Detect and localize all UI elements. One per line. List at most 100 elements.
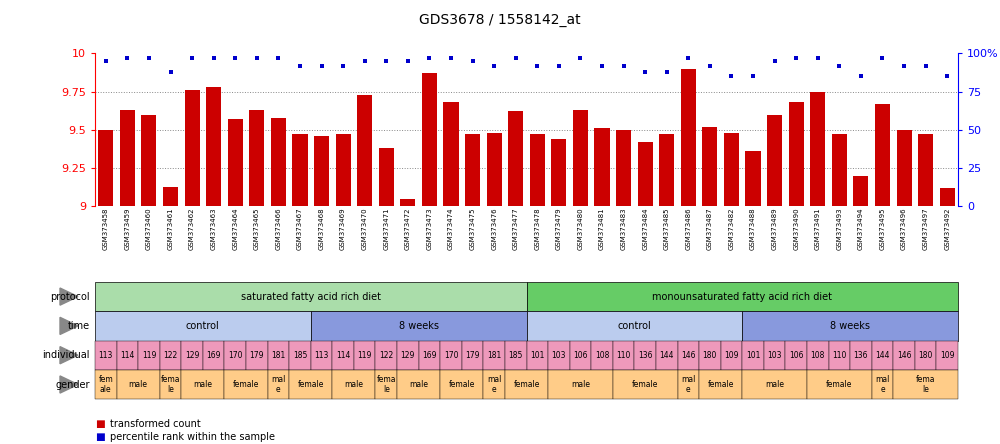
Text: 185: 185 <box>509 351 523 360</box>
Point <box>659 68 675 75</box>
Point <box>421 54 437 61</box>
Text: 146: 146 <box>897 351 911 360</box>
Text: 146: 146 <box>681 351 696 360</box>
Text: gender: gender <box>56 380 90 389</box>
Polygon shape <box>60 288 78 305</box>
Point <box>896 62 912 69</box>
Text: female: female <box>449 380 475 389</box>
Point <box>788 54 804 61</box>
Text: 179: 179 <box>465 351 480 360</box>
Text: female: female <box>298 380 324 389</box>
Text: fema
le: fema le <box>161 375 180 394</box>
Text: individual: individual <box>42 350 90 360</box>
Bar <box>551 139 566 206</box>
Point <box>335 62 351 69</box>
Bar <box>98 130 113 206</box>
Text: control: control <box>186 321 220 331</box>
Text: mal
e: mal e <box>487 375 501 394</box>
Point <box>508 54 524 61</box>
Text: 8 weeks: 8 weeks <box>399 321 439 331</box>
Point <box>141 54 157 61</box>
Text: 185: 185 <box>293 351 307 360</box>
Point <box>767 57 783 64</box>
Point <box>637 68 653 75</box>
Point <box>119 54 135 61</box>
Text: male: male <box>129 380 148 389</box>
Text: 129: 129 <box>401 351 415 360</box>
Bar <box>810 91 825 206</box>
Text: 144: 144 <box>659 351 674 360</box>
Text: 144: 144 <box>875 351 890 360</box>
Point <box>918 62 934 69</box>
Text: 110: 110 <box>832 351 847 360</box>
Text: time: time <box>68 321 90 331</box>
Text: 106: 106 <box>573 351 588 360</box>
Text: ■: ■ <box>95 419 105 428</box>
Point <box>831 62 847 69</box>
Point <box>551 62 567 69</box>
Bar <box>228 119 243 206</box>
Bar <box>443 102 459 206</box>
Bar <box>638 142 653 206</box>
Point <box>400 57 416 64</box>
Bar <box>767 115 782 206</box>
Text: 114: 114 <box>336 351 350 360</box>
Text: female: female <box>513 380 540 389</box>
Text: 109: 109 <box>724 351 739 360</box>
Bar <box>357 95 372 206</box>
Point <box>723 73 739 80</box>
Text: control: control <box>617 321 651 331</box>
Bar <box>724 133 739 206</box>
Text: 136: 136 <box>638 351 652 360</box>
Bar <box>487 133 502 206</box>
Point <box>443 54 459 61</box>
Text: 136: 136 <box>854 351 868 360</box>
Text: 129: 129 <box>185 351 199 360</box>
Point <box>594 62 610 69</box>
Polygon shape <box>60 347 78 364</box>
Bar <box>422 73 437 206</box>
Text: 113: 113 <box>99 351 113 360</box>
Text: 170: 170 <box>444 351 458 360</box>
Point <box>680 54 696 61</box>
Bar <box>573 110 588 206</box>
Text: female: female <box>632 380 658 389</box>
Bar <box>141 115 156 206</box>
Point <box>745 73 761 80</box>
Text: 170: 170 <box>228 351 242 360</box>
Bar <box>163 186 178 206</box>
Bar <box>789 102 804 206</box>
Point <box>270 54 286 61</box>
Bar <box>681 69 696 206</box>
Bar <box>594 128 610 206</box>
Text: 108: 108 <box>811 351 825 360</box>
Text: 114: 114 <box>120 351 135 360</box>
Point <box>853 73 869 80</box>
Text: mal
e: mal e <box>681 375 695 394</box>
Text: mal
e: mal e <box>875 375 890 394</box>
Text: female: female <box>233 380 259 389</box>
Text: 113: 113 <box>314 351 329 360</box>
Bar <box>206 87 221 206</box>
Bar <box>292 135 308 206</box>
Bar <box>400 199 415 206</box>
Polygon shape <box>60 376 78 393</box>
Bar <box>249 110 264 206</box>
Text: GDS3678 / 1558142_at: GDS3678 / 1558142_at <box>419 13 581 28</box>
Text: male: male <box>409 380 428 389</box>
Text: 180: 180 <box>918 351 933 360</box>
Bar <box>508 111 523 206</box>
Point <box>163 68 179 75</box>
Point <box>486 62 502 69</box>
Text: 103: 103 <box>552 351 566 360</box>
Text: 122: 122 <box>163 351 178 360</box>
Text: mal
e: mal e <box>271 375 286 394</box>
Point <box>206 54 222 61</box>
Bar <box>875 104 890 206</box>
Text: fem
ale: fem ale <box>98 375 113 394</box>
Bar <box>897 130 912 206</box>
Text: fema
le: fema le <box>916 375 935 394</box>
Bar <box>940 188 955 206</box>
Bar <box>465 135 480 206</box>
Point <box>314 62 330 69</box>
